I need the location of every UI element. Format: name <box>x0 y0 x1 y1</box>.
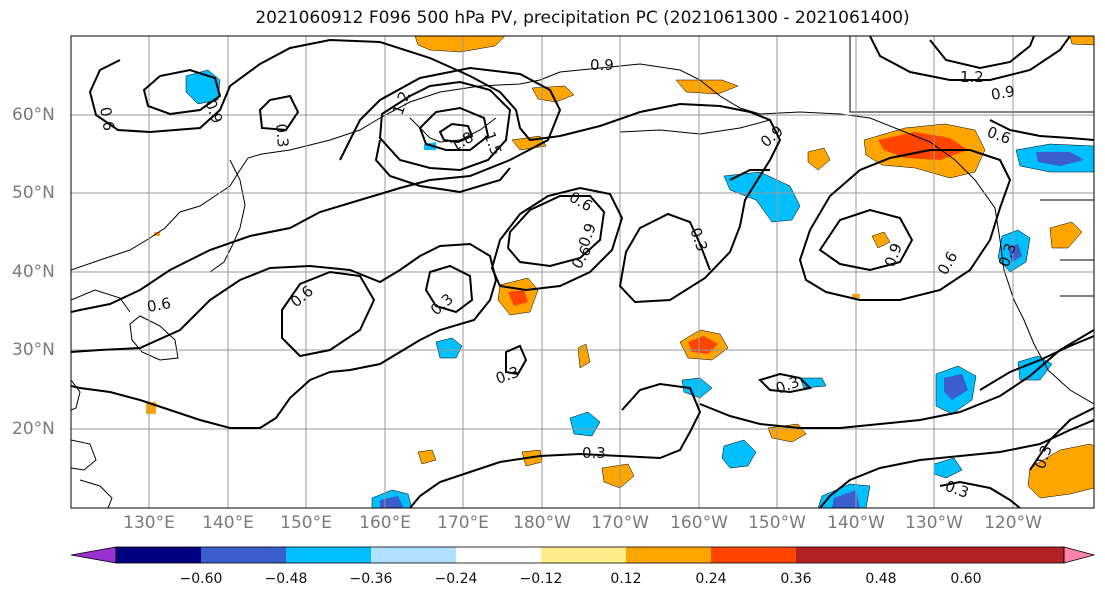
lat-label: 40°N <box>12 262 55 282</box>
negative-precip-shading <box>185 69 1094 508</box>
colorbar-segment <box>711 547 796 563</box>
lon-label: 160°W <box>670 513 728 533</box>
colorbar-tick: 0.24 <box>695 571 727 587</box>
lon-label: 150°W <box>748 513 806 533</box>
map-frame <box>70 35 1095 509</box>
pv-contours <box>71 36 1094 508</box>
colorbar-tick: −0.12 <box>519 571 563 587</box>
colorbar-segment <box>371 547 456 563</box>
contour-label: 0.6 <box>146 294 173 316</box>
contour-label: 0.6 <box>96 106 118 133</box>
colorbar-tick: 0.12 <box>610 571 642 587</box>
lon-label: 140°W <box>827 513 885 533</box>
lon-label: 120°W <box>984 513 1042 533</box>
colorbar-extend-high <box>1063 546 1096 564</box>
colorbar-tick: 0.36 <box>780 571 812 587</box>
lon-label: 140°E <box>202 513 254 533</box>
colorbar-tick: 0.60 <box>950 571 982 587</box>
lon-label: 170°E <box>437 513 489 533</box>
lon-label: 130°W <box>905 513 963 533</box>
colorbar-segment <box>201 547 286 563</box>
lon-label: 180°W <box>513 513 571 533</box>
lat-label: 30°N <box>12 340 55 360</box>
colorbar-segment <box>286 547 371 563</box>
colorbar-tick: 0.48 <box>865 571 897 587</box>
colorbar-segment <box>456 547 541 563</box>
colorbar-tick: −0.36 <box>349 571 393 587</box>
lon-label: 130°E <box>123 513 175 533</box>
lat-label: 60°N <box>12 105 55 125</box>
lon-label: 150°E <box>280 513 332 533</box>
colorbar-segment <box>541 547 626 563</box>
contour-label: 1.2 <box>960 68 984 86</box>
colorbar-tick: −0.24 <box>434 571 478 587</box>
colorbar-segment <box>626 547 711 563</box>
lat-label: 20°N <box>12 419 55 439</box>
contour-label: 0.9 <box>990 82 1017 104</box>
positive-precip-shading <box>146 36 1094 499</box>
contour-label: 0.3 <box>582 444 606 462</box>
lon-label: 170°W <box>591 513 649 533</box>
contour-label: 0.3 <box>272 123 292 148</box>
colorbar-segment <box>116 547 201 563</box>
lon-label: 160°E <box>359 513 411 533</box>
contour-label: 0.9 <box>590 56 614 74</box>
colorbar-tick: −0.48 <box>264 571 308 587</box>
colorbar-segment <box>796 547 1064 563</box>
map-title: 2021060912 F096 500 hPa PV, precipitatio… <box>255 8 910 28</box>
lat-label: 50°N <box>12 183 55 203</box>
colorbar-extend-low <box>70 546 117 564</box>
colorbar-tick: −0.60 <box>179 571 223 587</box>
